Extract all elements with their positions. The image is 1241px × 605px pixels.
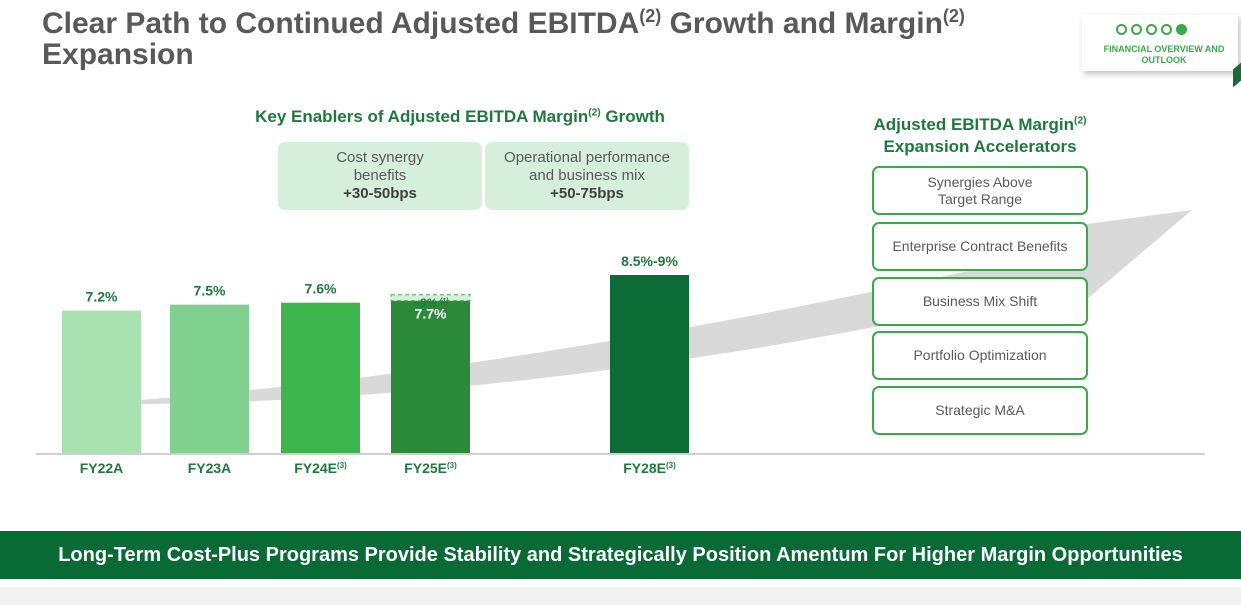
title-end: Expansion	[42, 38, 194, 71]
nav-section-label: FINANCIAL OVERVIEW AND OUTLOOK	[1103, 44, 1225, 65]
data-label-fy23a: 7.5%	[194, 283, 226, 299]
category-label-fy22a: FY22A	[80, 460, 124, 476]
section-navigator[interactable]: FINANCIAL OVERVIEW AND OUTLOOK	[1082, 15, 1238, 71]
enablers-title-end: Growth	[600, 107, 665, 126]
bar-fy25e	[391, 300, 470, 453]
accelerator-label: Business Mix Shift	[922, 293, 1038, 309]
nav-dot-5-active[interactable]	[1176, 24, 1187, 35]
category-label-fy25e: FY25E(3)	[404, 460, 457, 476]
extension-sup: (1)	[440, 298, 449, 305]
bottom-banner: Long-Term Cost-Plus Programs Provide Sta…	[0, 531, 1241, 579]
enabler-value: +30-50bps	[343, 185, 417, 202]
enabler-line1: Operational performance	[504, 149, 670, 166]
enabler-operational-performance: Operational performance and business mix…	[485, 142, 689, 210]
accelerators-title-line1: Adjusted EBITDA Margin	[873, 115, 1075, 134]
accelerator-line2: Target Range	[937, 190, 1023, 207]
accelerator-strategic-ma: Strategic M&A	[872, 386, 1088, 435]
category-label-fy24e: FY24E(3)	[294, 460, 347, 476]
title-sup-2: (2)	[942, 6, 965, 26]
bar-fy28e	[610, 275, 689, 453]
nav-dot-4[interactable]	[1161, 24, 1172, 35]
accelerators-title-sup: (2)	[1074, 115, 1087, 127]
accelerator-business-mix: Business Mix Shift	[872, 277, 1088, 326]
category-label-fy23a: FY23A	[188, 460, 232, 476]
enablers-title: Key Enablers of Adjusted EBITDA Margin(2…	[200, 107, 720, 127]
enablers-title-sup: (2)	[588, 107, 601, 119]
accelerators-title-line2: Expansion Accelerators	[883, 137, 1077, 156]
accelerators-title: Adjusted EBITDA Margin(2) Expansion Acce…	[830, 114, 1130, 158]
category-label-fy28e: FY28E(3)	[623, 460, 676, 476]
enablers-title-text: Key Enablers of Adjusted EBITDA Margin	[255, 107, 589, 126]
enabler-line2: benefits	[353, 167, 407, 184]
nav-dot-3[interactable]	[1146, 24, 1157, 35]
data-label-fy25e: 7.7%	[415, 306, 447, 322]
enabler-line1: Cost synergy	[336, 149, 424, 166]
accelerator-label: Portfolio Optimization	[913, 347, 1047, 363]
bar-fy24e	[281, 302, 360, 453]
category-sup: (3)	[337, 461, 347, 470]
nav-dot-2[interactable]	[1131, 24, 1142, 35]
bar-fy22a	[62, 310, 141, 453]
accelerator-synergies: Synergies Above Target Range	[872, 166, 1088, 215]
page-title: Clear Path to Continued Adjusted EBITDA(…	[42, 6, 1062, 71]
title-sup-1: (2)	[639, 6, 662, 26]
enabler-value: +50-75bps	[550, 185, 624, 202]
nav-dots	[1116, 24, 1187, 35]
accelerator-portfolio: Portfolio Optimization	[872, 331, 1088, 380]
nav-dot-1[interactable]	[1116, 24, 1127, 35]
accelerator-label: Enterprise Contract Benefits	[892, 238, 1068, 254]
data-label-fy22a: 7.2%	[86, 289, 118, 305]
extension-bar-fy25e	[390, 294, 471, 302]
title-main: Clear Path to Continued Adjusted EBITDA	[42, 7, 640, 40]
footer-strip	[0, 587, 1241, 605]
category-sup: (3)	[447, 461, 457, 470]
enabler-line2: and business mix	[529, 167, 645, 184]
title-mid: Growth and Margin	[661, 7, 943, 40]
bar-fy23a	[170, 304, 249, 453]
data-label-fy24e: 7.6%	[305, 281, 337, 297]
enabler-cost-synergy: Cost synergy benefits +30-50bps	[278, 142, 482, 210]
data-label-fy28e: 8.5%-9%	[621, 253, 678, 269]
accelerator-enterprise-contract: Enterprise Contract Benefits	[872, 222, 1088, 271]
category-sup: (3)	[666, 461, 676, 470]
accelerator-line1: Synergies Above	[927, 173, 1033, 190]
accelerator-label: Strategic M&A	[935, 402, 1025, 418]
